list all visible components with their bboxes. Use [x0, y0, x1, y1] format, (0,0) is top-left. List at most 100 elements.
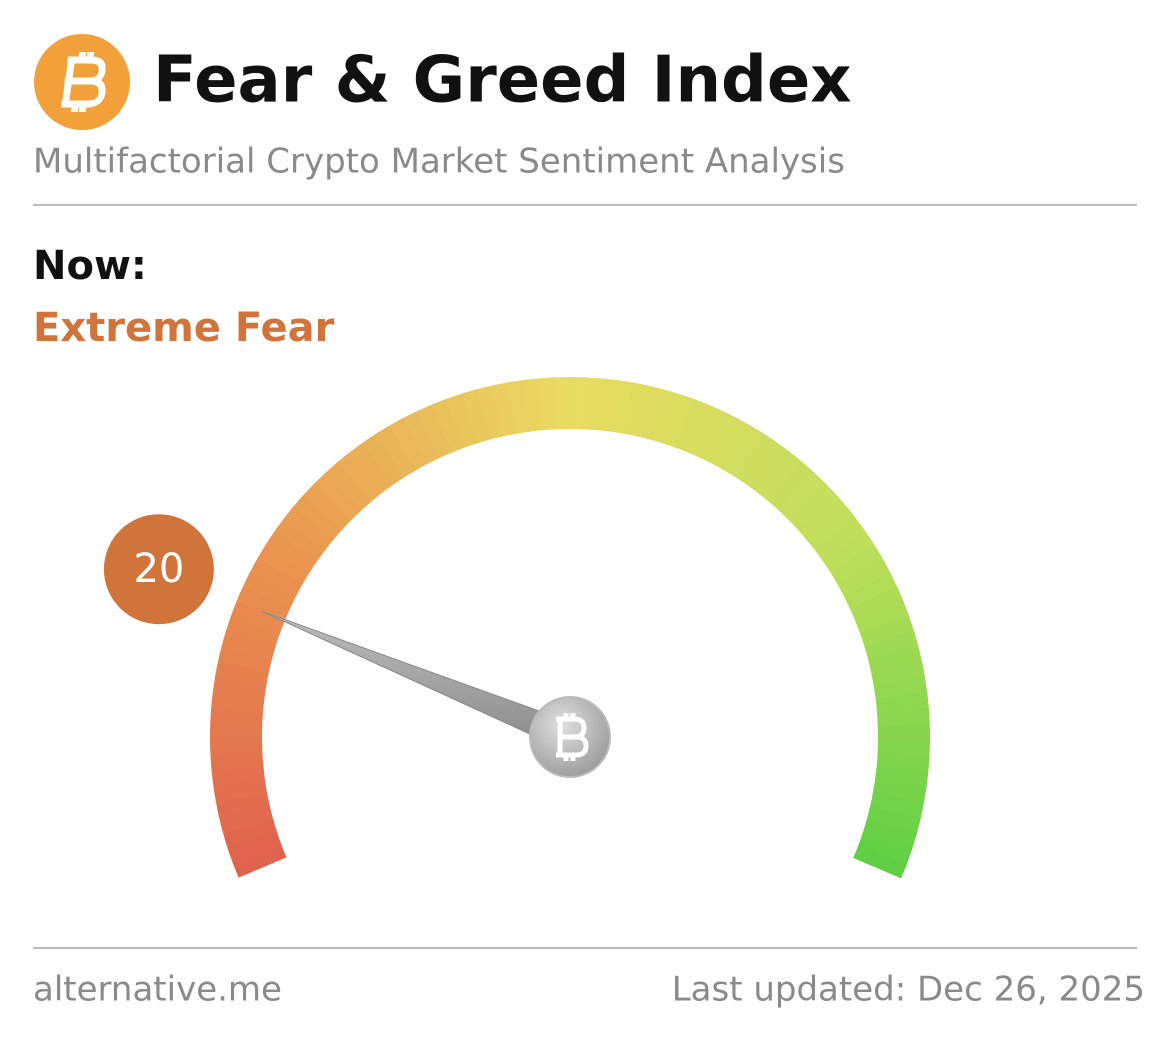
gauge-segment [403, 410, 440, 465]
gauge-segment [491, 382, 517, 437]
gauge-segment [858, 832, 913, 864]
gauge-segment [337, 451, 383, 502]
gauge-segment [389, 417, 428, 471]
gauge-segment [218, 645, 273, 673]
gauge-segment [242, 571, 297, 609]
gauge-segment [688, 404, 724, 459]
gauge-segment [853, 844, 908, 879]
gauge-segment [218, 805, 274, 834]
gauge-segment [873, 676, 928, 700]
gauge-segment [222, 818, 278, 849]
gauge-segment [314, 471, 362, 520]
gauge-segment [232, 844, 287, 878]
gauge-segment [877, 723, 931, 741]
gauge-segment [700, 411, 738, 465]
gauge-segment [538, 377, 558, 431]
gauge-segment [226, 614, 281, 647]
gauge-segment [610, 380, 634, 434]
gauge-segment [417, 404, 453, 459]
gauge-segment [570, 377, 587, 430]
gauge-segment [855, 600, 910, 634]
gauge-segment [623, 382, 650, 437]
gauge-segment [231, 600, 286, 634]
gauge-segment [876, 752, 930, 772]
gauge-segment [303, 482, 352, 530]
gauge-segment [221, 629, 276, 660]
gauge-segment [736, 433, 778, 486]
gauge-segment [823, 531, 875, 574]
gauge-segment [461, 389, 491, 444]
gauge-segment [522, 378, 544, 432]
gauge-segment [283, 506, 334, 551]
gauge-segment [350, 442, 394, 494]
gauge-segment [375, 425, 416, 478]
now-label: Now: [33, 243, 147, 289]
gauge-segment [554, 376, 571, 430]
gauge-segment [797, 494, 848, 541]
footer-updated: Last updated: Dec 26, 2025 [672, 970, 1145, 1010]
gauge-segment [210, 738, 263, 756]
gauge-segment [274, 518, 326, 562]
gauge-segment [257, 544, 310, 585]
gauge-segment [212, 675, 267, 699]
gauge-segment [215, 660, 270, 686]
gauge-segment [431, 398, 465, 453]
gauge-segment [724, 425, 765, 479]
gauge-segment [872, 779, 927, 804]
gauge-segment [210, 707, 264, 726]
title: Fear & Greed Index [153, 44, 852, 118]
gauge-segment [507, 380, 531, 434]
logo [34, 34, 130, 130]
footer-source: alternative.me [33, 970, 282, 1010]
gauge-segment [293, 494, 343, 540]
gauge-segment [747, 442, 791, 494]
gauge-segment [849, 586, 904, 622]
gauge-segment [870, 792, 925, 819]
gauge-segment [788, 483, 837, 531]
gauge-segment [859, 615, 915, 647]
gauge-segment [675, 398, 710, 453]
gauge-segment [866, 806, 921, 834]
gauge-segment [249, 557, 303, 597]
gauge-segment [867, 645, 923, 673]
needle [261, 610, 576, 751]
gauge-segment [830, 544, 883, 585]
gauge-segment [876, 707, 930, 727]
gauge-segment [806, 506, 857, 552]
gauge-segment [446, 393, 478, 448]
gauge-segment [862, 819, 917, 849]
gauge-segment [265, 531, 318, 573]
gauge-segment [476, 385, 504, 440]
gauge-segment [864, 630, 919, 660]
gauge-segment [877, 739, 930, 757]
gauge-segment [650, 389, 680, 444]
gauge-segment [843, 572, 898, 609]
gauge-segment [875, 692, 929, 713]
value-badge [103, 514, 214, 625]
gauge-segment [871, 661, 926, 687]
gauge-segment [636, 385, 665, 440]
gauge-segment [768, 461, 815, 512]
gauge-segment [837, 558, 891, 597]
value-label: 20 [133, 546, 184, 592]
gauge-segment [210, 751, 264, 772]
subtitle: Multifactorial Crypto Market Sentiment A… [33, 142, 845, 182]
gauge-segment [362, 433, 405, 486]
gauge-segment [215, 792, 270, 818]
gauge-segment [583, 377, 603, 431]
gauge-segment [325, 461, 372, 511]
gauge-segment [209, 722, 263, 740]
gauge-segment [211, 765, 265, 787]
gauge-segment [815, 519, 867, 562]
gauge-segment [758, 452, 803, 503]
gauge-segment [663, 393, 695, 448]
gauge-segment [236, 585, 291, 621]
hub-glyph [556, 713, 589, 761]
gauge: 20 [103, 376, 931, 879]
gauge-segment [778, 472, 827, 521]
classification: Extreme Fear [33, 305, 335, 351]
logo-glyph [60, 52, 106, 112]
gauge-segment [874, 766, 929, 788]
